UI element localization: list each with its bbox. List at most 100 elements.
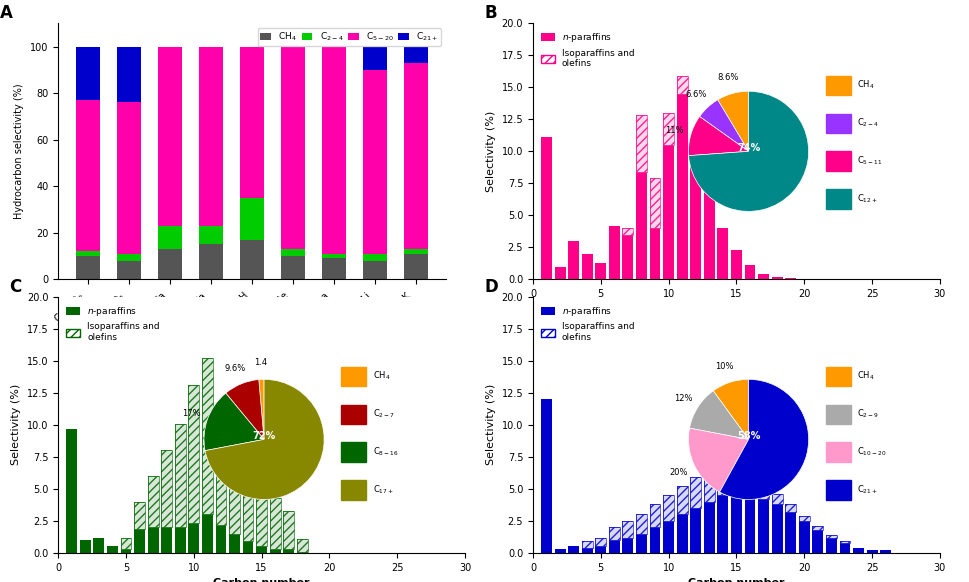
Bar: [341, 404, 366, 424]
Bar: [826, 189, 851, 209]
Bar: [322, 258, 346, 279]
Bar: [771, 277, 783, 279]
Bar: [79, 540, 91, 553]
Text: CH$_4$: CH$_4$: [857, 370, 875, 382]
Text: CH$_4$: CH$_4$: [857, 79, 875, 91]
Bar: [609, 226, 620, 279]
Text: C$_{2-9}$: C$_{2-9}$: [857, 407, 879, 420]
Bar: [690, 137, 702, 143]
Bar: [717, 495, 729, 553]
Bar: [403, 47, 428, 63]
Bar: [636, 115, 647, 172]
Text: C$_{2-4}$: C$_{2-4}$: [857, 116, 879, 129]
Bar: [771, 494, 783, 504]
Bar: [690, 477, 702, 508]
Bar: [812, 526, 824, 530]
Bar: [622, 538, 634, 553]
Bar: [116, 102, 141, 254]
Wedge shape: [700, 100, 748, 151]
Bar: [717, 470, 729, 495]
Bar: [649, 178, 661, 228]
Bar: [239, 47, 265, 198]
Text: C$_{10-20}$: C$_{10-20}$: [857, 445, 887, 458]
Wedge shape: [689, 428, 748, 492]
Bar: [703, 502, 715, 553]
Bar: [161, 450, 172, 527]
Bar: [283, 510, 295, 549]
Wedge shape: [690, 391, 748, 439]
Bar: [636, 115, 647, 172]
Text: B: B: [484, 4, 497, 22]
Bar: [636, 172, 647, 279]
Text: 17%: 17%: [182, 409, 201, 418]
Bar: [188, 385, 200, 523]
Bar: [158, 226, 182, 249]
Bar: [297, 552, 308, 553]
Bar: [676, 487, 688, 514]
Bar: [609, 540, 620, 553]
Text: A: A: [0, 4, 13, 22]
Bar: [362, 70, 388, 254]
Bar: [581, 541, 593, 548]
Bar: [663, 145, 674, 279]
Bar: [663, 495, 674, 521]
Y-axis label: Hydrocarbon selectivity (%): Hydrocarbon selectivity (%): [15, 83, 24, 219]
Bar: [676, 514, 688, 553]
Bar: [297, 539, 308, 552]
Bar: [134, 502, 145, 528]
Bar: [281, 256, 305, 279]
Bar: [147, 476, 159, 527]
Bar: [147, 527, 159, 553]
X-axis label: Carbon number: Carbon number: [688, 304, 785, 315]
Bar: [812, 526, 824, 530]
Bar: [785, 278, 797, 279]
Legend: $n$-paraffins, Isoparaffins and
olefins: $n$-paraffins, Isoparaffins and olefins: [63, 301, 163, 346]
Bar: [839, 541, 851, 542]
Bar: [76, 47, 101, 100]
Bar: [188, 385, 200, 523]
Bar: [785, 504, 797, 512]
Bar: [798, 521, 810, 553]
Text: 58%: 58%: [736, 431, 761, 441]
Wedge shape: [689, 116, 748, 155]
Bar: [147, 476, 159, 527]
Bar: [161, 450, 172, 527]
Bar: [174, 424, 186, 527]
Bar: [649, 228, 661, 279]
Bar: [161, 527, 172, 553]
Legend: $n$-paraffins, Isoparaffins and
olefins: $n$-paraffins, Isoparaffins and olefins: [538, 301, 638, 346]
Text: C$_{17+}$: C$_{17+}$: [372, 483, 393, 496]
Bar: [731, 470, 742, 489]
Bar: [229, 534, 240, 553]
Bar: [649, 504, 661, 527]
Wedge shape: [689, 91, 808, 211]
Bar: [158, 47, 182, 226]
Bar: [256, 482, 267, 546]
Text: C$_{2-7}$: C$_{2-7}$: [372, 407, 394, 420]
Bar: [281, 47, 305, 249]
Bar: [256, 482, 267, 546]
Bar: [595, 538, 607, 546]
Bar: [798, 516, 810, 521]
Text: 72%: 72%: [253, 431, 275, 441]
Bar: [609, 527, 620, 540]
Bar: [703, 177, 715, 279]
Legend: $n$-paraffins, Isoparaffins and
olefins: $n$-paraffins, Isoparaffins and olefins: [538, 28, 638, 72]
Bar: [609, 527, 620, 540]
Bar: [269, 498, 281, 549]
Bar: [744, 265, 756, 279]
Bar: [676, 76, 688, 94]
Bar: [93, 538, 105, 553]
Bar: [239, 198, 265, 240]
Wedge shape: [205, 379, 324, 499]
Bar: [199, 47, 223, 226]
Bar: [663, 113, 674, 145]
Bar: [676, 76, 688, 94]
Bar: [297, 539, 308, 552]
Text: 20%: 20%: [670, 468, 688, 477]
Bar: [622, 228, 634, 235]
Bar: [622, 235, 634, 279]
Bar: [690, 477, 702, 508]
Bar: [403, 63, 428, 249]
Wedge shape: [713, 379, 748, 439]
